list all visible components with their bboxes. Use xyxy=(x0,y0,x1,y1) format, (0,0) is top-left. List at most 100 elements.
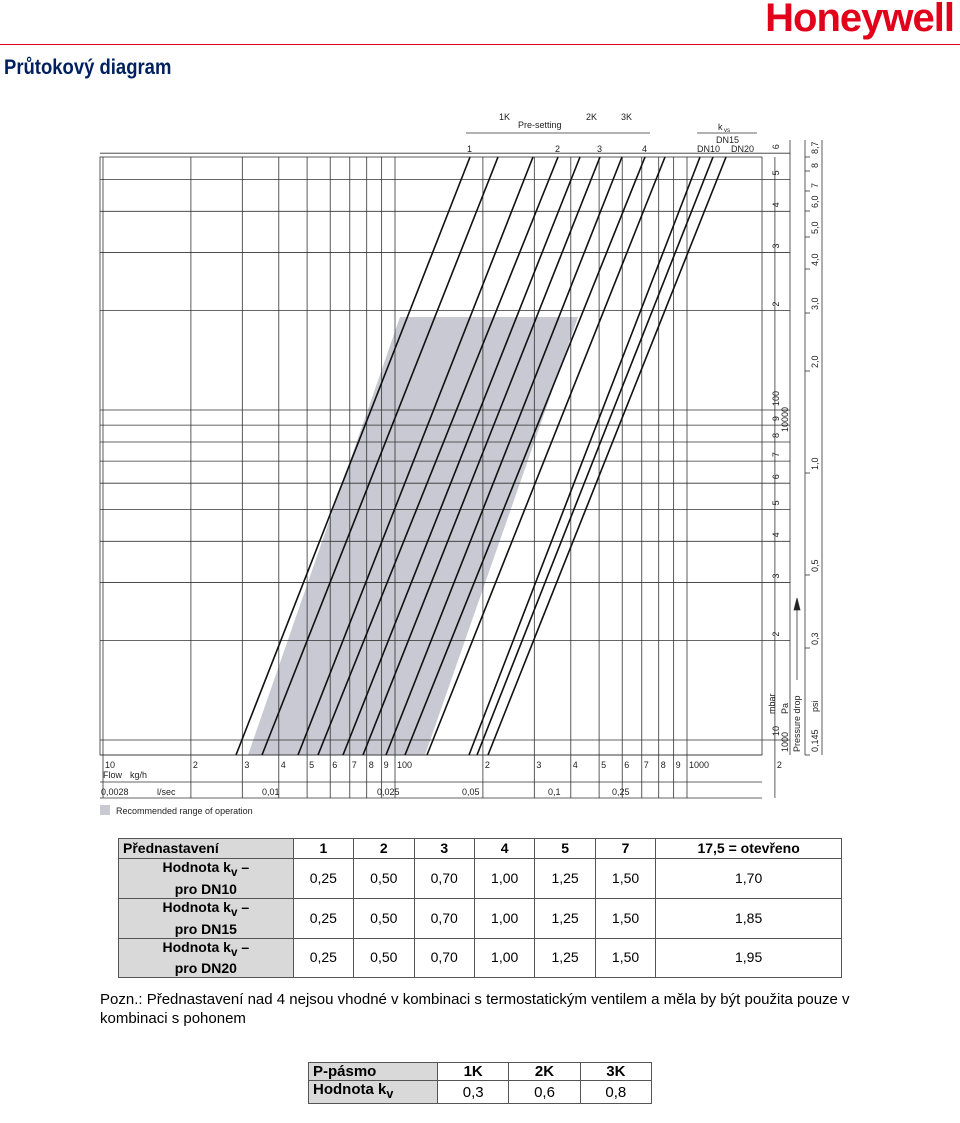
cell: 3 xyxy=(413,838,475,859)
kg-h-tick: 5 xyxy=(601,760,606,770)
kg-h-tick: 10 xyxy=(105,760,115,770)
cell: Hodnota kv – pro DN10 xyxy=(118,858,294,899)
text: – xyxy=(237,938,250,955)
mbar-tick: 3 xyxy=(771,574,781,579)
cell: 0,70 xyxy=(413,858,475,899)
pa-tick: 10000 xyxy=(780,407,790,432)
mbar-tick: 9 xyxy=(771,416,781,421)
kg-h-tick: 6 xyxy=(332,760,337,770)
row: Hodnota kv – pro DN10 0,25 0,50 0,70 1,00 1,25… xyxy=(118,858,842,899)
logo: Honeywell xyxy=(765,0,955,40)
line-mark: 4 xyxy=(642,144,647,154)
psi-unit: psi xyxy=(810,700,820,712)
text: Hodnota k xyxy=(313,1081,387,1098)
note: Pozn.: Přednastavení nad 4 nejsou vhodné… xyxy=(100,991,850,1027)
mbar-tick: 5 xyxy=(771,170,781,175)
cell: 0,8 xyxy=(579,1080,653,1104)
cell: 0,25 xyxy=(292,858,355,899)
cell: Hodnota kv xyxy=(308,1080,438,1104)
cell: 1,50 xyxy=(594,937,657,979)
kg-h-tick: 3 xyxy=(536,760,541,770)
cell: 0,50 xyxy=(353,858,415,899)
kg-h-tick: 8 xyxy=(661,760,666,770)
kg-h-tick: 6 xyxy=(624,760,629,770)
kv-line xyxy=(317,156,559,756)
kg-h-tick: 3 xyxy=(244,760,249,770)
kg-h-tick: 8 xyxy=(369,760,374,770)
legend-label: Recommended range of operation xyxy=(116,806,253,816)
grid xyxy=(99,132,823,815)
cell: 3K xyxy=(579,1062,653,1081)
kv-line xyxy=(362,156,601,756)
kg-h-tick: 2 xyxy=(193,760,198,770)
kg-h-tick: 2 xyxy=(485,760,490,770)
flow-diagram: 10 2 3 4 5 6 7 8 9 100 2 3 4 5 6 7 8 9 1000 210234567891002… xyxy=(99,112,823,816)
line-mark: 2 xyxy=(555,144,560,154)
shaded-area xyxy=(248,317,578,755)
cell: 0,25 xyxy=(292,937,355,979)
pa-tick: 1000 xyxy=(780,732,790,752)
cell: 0,25 xyxy=(292,897,355,939)
text: v xyxy=(386,1087,394,1101)
cell: 1,50 xyxy=(594,897,657,939)
text: Hodnota k xyxy=(162,898,231,915)
cell: 1,50 xyxy=(594,858,657,899)
row: Hodnota kv 0,3 0,6 0,8 xyxy=(308,1080,653,1104)
band-mark: 3K xyxy=(621,112,632,122)
kg-h-tick: 1000 xyxy=(689,760,709,770)
kg-h-tick: 2 xyxy=(777,760,782,770)
kg-h-tick: 7 xyxy=(644,760,649,770)
kv-line xyxy=(235,156,471,756)
l-sec-tick: 0,0028 xyxy=(101,787,129,797)
kv-line xyxy=(261,156,499,756)
cell: 1,25 xyxy=(534,937,596,979)
mbar-tick: 6 xyxy=(771,474,781,479)
cell: 0,50 xyxy=(353,897,415,939)
psi-tick-label: 3,0 xyxy=(810,297,820,310)
cell: 1K xyxy=(436,1062,510,1081)
kv-line xyxy=(404,156,646,756)
rule xyxy=(0,44,960,45)
text: pro DN20 xyxy=(174,960,237,977)
cell: 17,5 = otevřeno xyxy=(655,838,842,859)
labels: 10 2 3 4 5 6 7 8 9 100 2 3 4 5 6 7 8 9 1000 210234567891002… xyxy=(101,112,820,816)
kg-h-tick: 4 xyxy=(573,760,578,770)
cell: 0,50 xyxy=(353,937,415,979)
kg-h-tick: 5 xyxy=(309,760,314,770)
line-mark: 1 xyxy=(467,144,472,154)
text: – xyxy=(237,898,250,915)
kv-line xyxy=(342,156,581,756)
kg-h-tick: 4 xyxy=(281,760,286,770)
text: pro DN10 xyxy=(174,880,237,897)
mbar-tick: 4 xyxy=(771,202,781,207)
text: Hodnota k xyxy=(162,859,231,875)
cell: 7 xyxy=(594,838,657,859)
mbar-tick: 2 xyxy=(771,632,781,637)
cell: 1,95 xyxy=(655,937,842,979)
text: Hodnota k xyxy=(162,938,231,955)
psi-tick-label: 2,0 xyxy=(810,355,820,368)
band-label: Pre-setting xyxy=(518,120,562,130)
l-sec-tick: 0,05 xyxy=(462,787,480,797)
cell: Hodnota kv – pro DN20 xyxy=(118,937,294,979)
cell: 1,00 xyxy=(473,858,536,899)
p-band-table: P-pásmo 1K 2K 3K Hodnota kv 0,3 0,6 0,8 xyxy=(308,1062,653,1104)
band-mark: 2K xyxy=(586,112,597,122)
legend-swatch xyxy=(100,805,110,815)
row: Přednastavení 1 2 3 4 5 7 17,5 = otevřeno xyxy=(118,838,842,859)
mbar-tick: 8 xyxy=(771,433,781,438)
kv-lines xyxy=(235,156,727,756)
kv-line xyxy=(426,156,666,756)
mbar-unit: mbar xyxy=(767,693,777,714)
psi-tick-label: 5,0 xyxy=(810,221,820,234)
row: P-pásmo 1K 2K 3K xyxy=(308,1062,653,1081)
cell: Hodnota kv – pro DN15 xyxy=(118,897,294,939)
cell: 4 xyxy=(473,838,536,859)
mbar-tick: 6 xyxy=(771,144,781,149)
dn-label: DN10 xyxy=(697,144,720,154)
mbar-tick: 10 xyxy=(771,726,781,736)
text: v xyxy=(230,905,238,919)
kg-h-tick: 9 xyxy=(676,760,681,770)
psi-tick-label: 0,5 xyxy=(810,559,820,572)
kg-h-tick: 7 xyxy=(352,760,357,770)
